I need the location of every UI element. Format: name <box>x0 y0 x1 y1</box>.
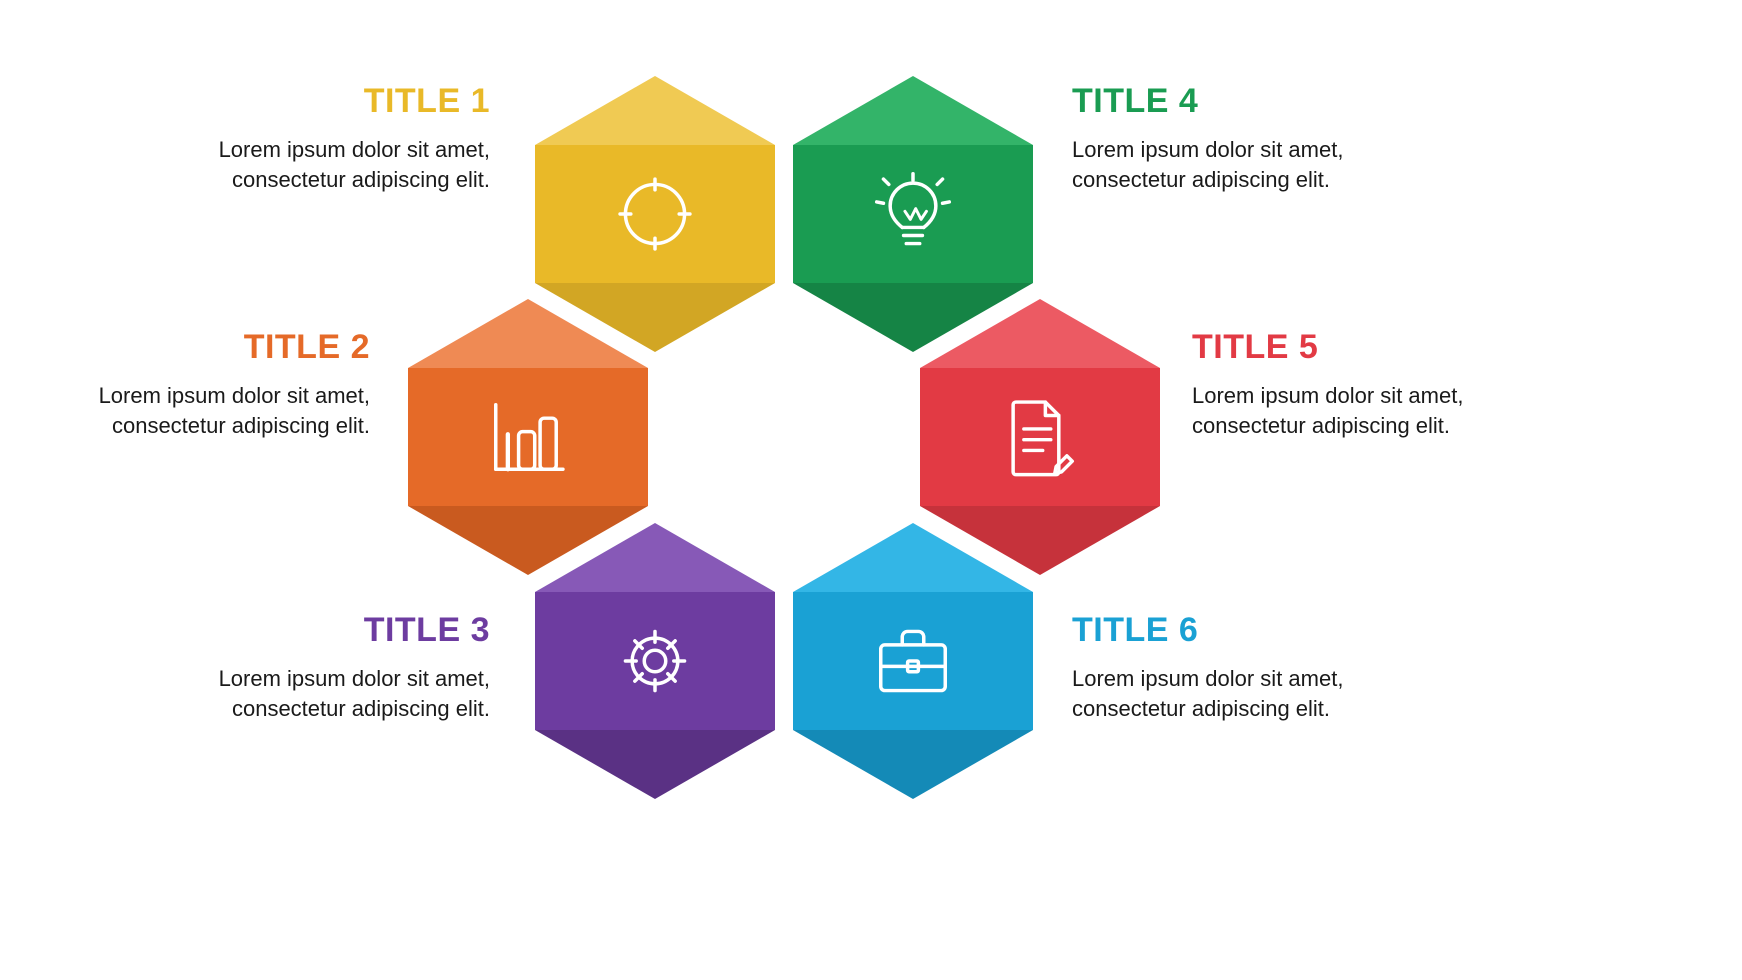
body-6: Lorem ipsum dolor sit amet, consectetur … <box>1072 664 1372 723</box>
bulb-icon <box>870 171 956 257</box>
info-block-1: TITLE 1 Lorem ipsum dolor sit amet, conse… <box>190 82 490 194</box>
body-1: Lorem ipsum dolor sit amet, consectetur … <box>190 135 490 194</box>
doc-icon <box>997 394 1083 480</box>
info-block-4: TITLE 4 Lorem ipsum dolor sit amet, conse… <box>1072 82 1372 194</box>
title-1: TITLE 1 <box>190 82 490 121</box>
title-5: TITLE 5 <box>1192 328 1492 367</box>
briefcase-icon <box>870 618 956 704</box>
body-4: Lorem ipsum dolor sit amet, consectetur … <box>1072 135 1372 194</box>
bars-icon <box>485 394 571 480</box>
body-5: Lorem ipsum dolor sit amet, consectetur … <box>1192 381 1492 440</box>
title-3: TITLE 3 <box>190 611 490 650</box>
info-block-2: TITLE 2 Lorem ipsum dolor sit amet, conse… <box>70 328 370 440</box>
gear-icon <box>612 618 698 704</box>
body-2: Lorem ipsum dolor sit amet, consectetur … <box>70 381 370 440</box>
target-icon <box>612 171 698 257</box>
title-2: TITLE 2 <box>70 328 370 367</box>
hexagon-6 <box>793 523 1033 799</box>
info-block-6: TITLE 6 Lorem ipsum dolor sit amet, conse… <box>1072 611 1372 723</box>
info-block-5: TITLE 5 Lorem ipsum dolor sit amet, conse… <box>1192 328 1492 440</box>
title-6: TITLE 6 <box>1072 611 1372 650</box>
info-block-3: TITLE 3 Lorem ipsum dolor sit amet, conse… <box>190 611 490 723</box>
hexagon-3 <box>535 523 775 799</box>
title-4: TITLE 4 <box>1072 82 1372 121</box>
body-3: Lorem ipsum dolor sit amet, consectetur … <box>190 664 490 723</box>
